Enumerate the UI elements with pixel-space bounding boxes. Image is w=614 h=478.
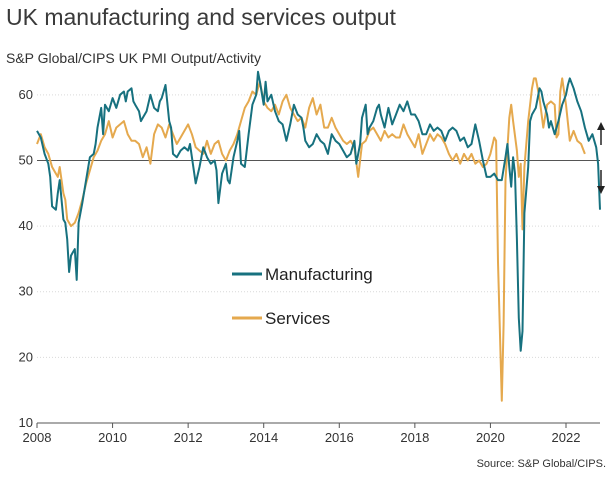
y-tick-label-30: 30 [19,284,33,299]
up-arrow-icon [597,122,605,130]
x-tick-label-2008: 2008 [23,430,52,445]
x-axis-ticks: 2008 2010 2012 2014 2016 2018 2020 2022 [23,423,581,445]
source-note: Source: S&P Global/CIPS. [476,458,606,470]
series-line-services [36,77,586,402]
y-tick-label-20: 20 [19,349,33,364]
x-tick-label-2012: 2012 [174,430,203,445]
legend-label-manufacturing: Manufacturing [265,265,373,284]
series-line-manufacturing [36,70,601,352]
x-tick-label-2022: 2022 [552,430,581,445]
direction-arrows [597,122,605,194]
chart-title: UK manufacturing and services output [6,4,396,30]
y-axis-ticks: 10 20 30 40 50 60 [19,87,33,430]
x-tick-label-2010: 2010 [98,430,127,445]
y-tick-label-50: 50 [19,152,33,167]
down-arrow-icon [597,186,605,194]
chart-subtitle: S&P Global/CIPS UK PMI Output/Activity [6,50,261,66]
legend-label-services: Services [265,309,330,328]
y-tick-label-40: 40 [19,218,33,233]
x-tick-label-2020: 2020 [476,430,505,445]
chart-legend: Manufacturing Services [232,265,373,328]
x-tick-label-2014: 2014 [249,430,278,445]
y-tick-label-10: 10 [19,415,33,430]
gridlines [37,94,600,424]
x-tick-label-2018: 2018 [400,430,429,445]
x-tick-label-2016: 2016 [325,430,354,445]
y-tick-label-60: 60 [19,87,33,102]
series-lines [36,70,601,402]
